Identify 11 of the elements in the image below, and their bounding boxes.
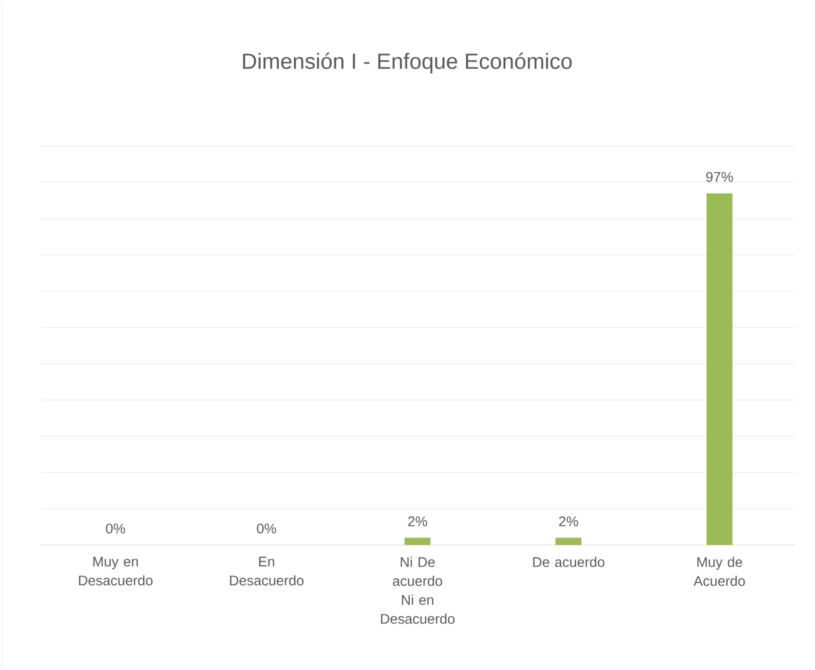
x-tick-label: En Desacuerdo: [230, 556, 304, 586]
chart-title: Dimensión I - Enfoque Económico: [243, 52, 572, 74]
data-label: 2%: [408, 516, 428, 526]
x-tick-label: Ni De acuerdo Ni en Desacuerdo: [381, 556, 455, 624]
x-tick-label: Muy de Acuerdo: [694, 556, 745, 586]
x-tick-label: Muy en Desacuerdo: [79, 556, 153, 586]
data-label: 2%: [559, 516, 578, 526]
data-label: 0%: [256, 524, 276, 534]
data-label: 0%: [106, 524, 126, 534]
data-label: 97%: [706, 172, 733, 182]
x-tick-label: De acuerdo: [533, 556, 604, 568]
